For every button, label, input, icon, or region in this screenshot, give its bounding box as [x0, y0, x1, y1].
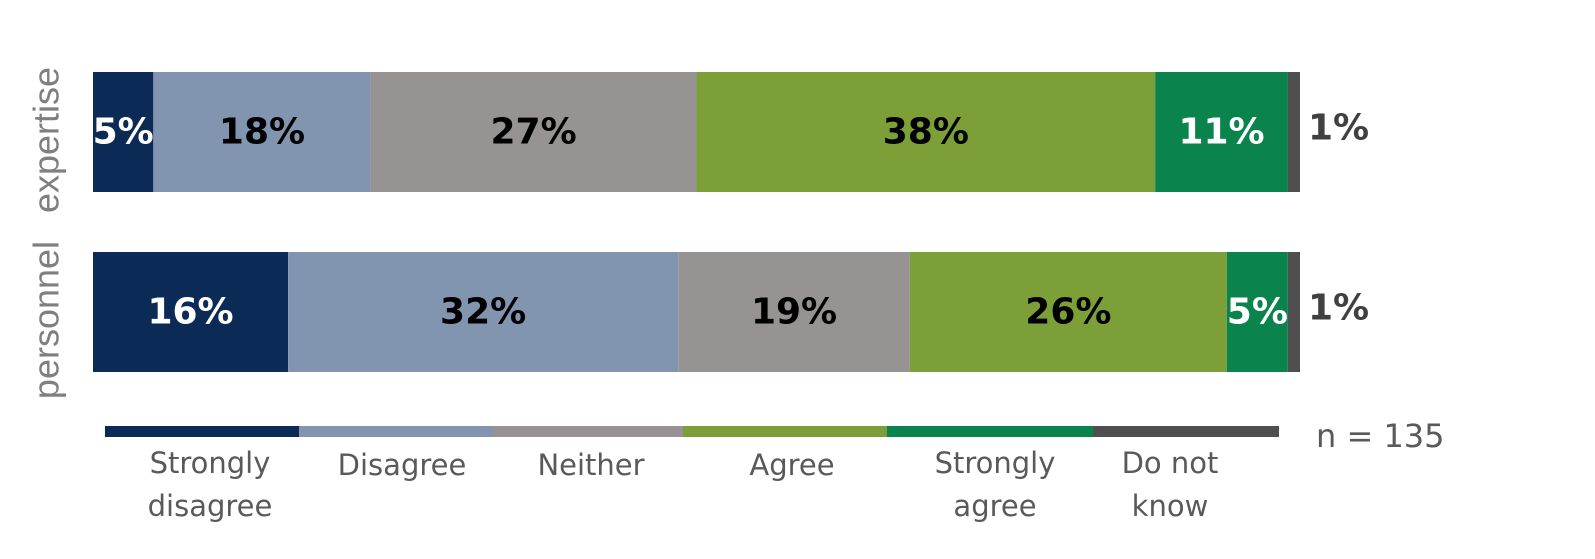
data-label-personnel-agree: 26% — [1025, 292, 1111, 333]
data-label-personnel-strongly-agree: 5% — [1227, 292, 1288, 333]
data-label-personnel-strongly-disagree: 16% — [147, 292, 233, 333]
legend-swatch-neither — [493, 426, 683, 437]
bar-segment-personnel-disagree — [288, 252, 679, 372]
legend-label-strongly-disagree-line-2: disagree — [148, 489, 273, 523]
legend-swatch-strongly-disagree — [105, 426, 299, 437]
legend-label-strongly-agree-line-1: Strongly — [935, 446, 1056, 480]
data-label-expertise-agree: 38% — [883, 112, 969, 153]
row-label-expertise: expertise — [26, 67, 67, 213]
data-label-expertise-strongly-agree: 11% — [1178, 112, 1264, 153]
bar-segment-expertise-do-not-know — [1287, 72, 1300, 192]
data-label-personnel-neither: 19% — [751, 292, 837, 333]
bar-segment-personnel-do-not-know — [1287, 252, 1300, 372]
legend-label-do-not-know-line-1: Do not — [1122, 446, 1219, 480]
data-label-expertise-strongly-disagree: 5% — [93, 112, 154, 153]
bar-segment-expertise-disagree — [153, 72, 371, 192]
legend-label-strongly-agree-line-2: agree — [953, 489, 1036, 523]
row-labels-group: expertise personnel — [26, 67, 67, 399]
bar-segment-personnel-agree — [909, 252, 1227, 372]
legend-label-neither-line-1: Neither — [537, 448, 644, 482]
bar-segment-personnel-strongly-agree — [1226, 252, 1288, 372]
legend: Strongly disagree Disagree Neither Agree Stro… — [105, 426, 1279, 523]
data-label-expertise-do-not-know: 1% — [1308, 108, 1369, 149]
bar-segment-expertise-neither — [370, 72, 697, 192]
data-label-personnel-disagree: 32% — [440, 292, 526, 333]
legend-label-strongly-disagree-line-1: Strongly — [150, 446, 271, 480]
data-label-expertise-neither: 27% — [490, 112, 576, 153]
legend-swatch-disagree — [299, 426, 493, 437]
row-label-personnel: personnel — [26, 241, 67, 399]
bar-segment-expertise-agree — [696, 72, 1156, 192]
data-label-personnel-do-not-know: 1% — [1308, 288, 1369, 329]
legend-swatch-agree — [683, 426, 887, 437]
legend-label-agree-line-1: Agree — [749, 448, 834, 482]
bar-segment-personnel-neither — [678, 252, 910, 372]
sample-size-note: n = 135 — [1316, 417, 1445, 455]
data-label-expertise-disagree: 18% — [219, 112, 305, 153]
bar-segment-expertise-strongly-disagree — [93, 72, 154, 192]
bar-segment-expertise-strongly-agree — [1155, 72, 1288, 192]
bars-group: 5% 18% 27% 38% 11% 1% 16% 32% 19% 26% 5% 1% — [93, 72, 1369, 372]
legend-swatch-do-not-know — [1093, 426, 1279, 437]
bar-segment-personnel-strongly-disagree — [93, 252, 289, 372]
legend-label-do-not-know-line-2: know — [1132, 489, 1209, 523]
legend-label-disagree-line-1: Disagree — [338, 448, 467, 482]
legend-swatch-strongly-agree — [887, 426, 1093, 437]
